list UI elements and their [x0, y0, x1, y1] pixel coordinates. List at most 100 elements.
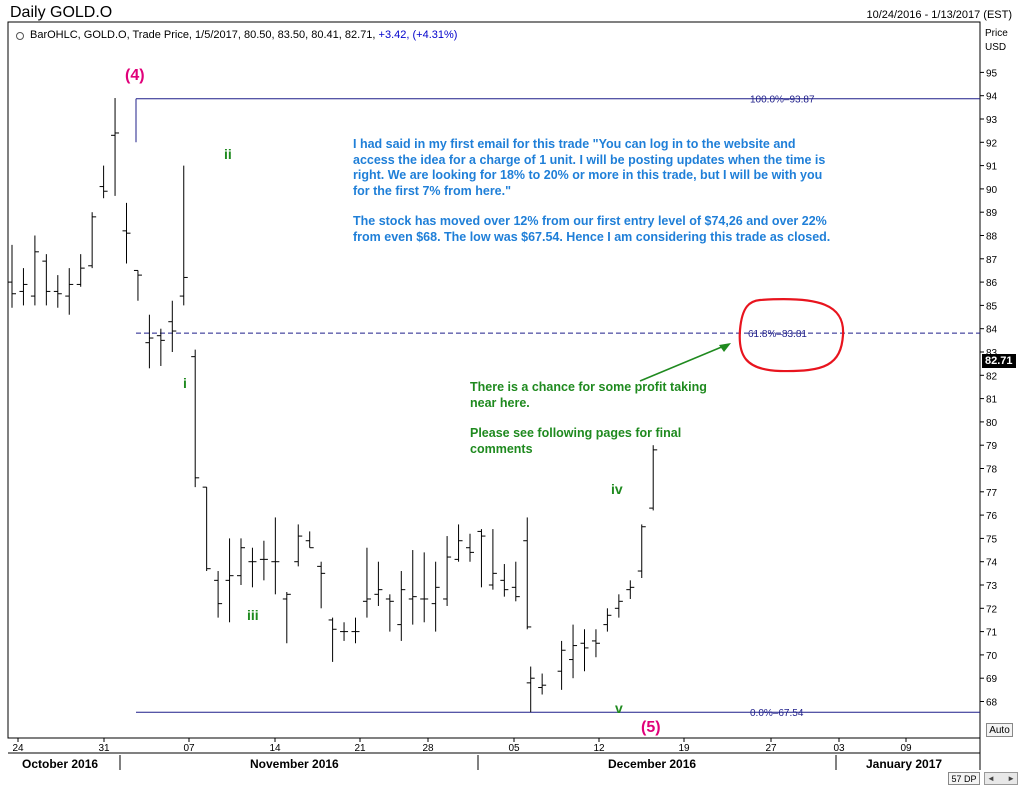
- ohlc-bar[interactable]: [397, 571, 406, 641]
- x-tick-label: 14: [269, 743, 281, 754]
- ohlc-bar[interactable]: [626, 580, 635, 599]
- ohlc-bar[interactable]: [76, 254, 85, 287]
- price-axis-label: Price: [985, 28, 1008, 39]
- ohlc-bar[interactable]: [191, 349, 200, 488]
- ohlc-bar[interactable]: [362, 547, 371, 618]
- ohlc-bar[interactable]: [526, 666, 535, 713]
- ohlc-bar[interactable]: [649, 445, 658, 511]
- legend-text: BarOHLC, GOLD.O, Trade Price, 1/5/2017, …: [30, 29, 376, 41]
- ohlc-bar[interactable]: [385, 594, 394, 632]
- ohlc-bar[interactable]: [202, 486, 211, 572]
- legend-change: +3.42, (+4.31%): [378, 29, 458, 41]
- legend-circle-icon[interactable]: [16, 32, 24, 40]
- ohlc-bar[interactable]: [637, 524, 646, 579]
- ohlc-bar[interactable]: [294, 524, 303, 567]
- ohlc-bar[interactable]: [156, 328, 165, 366]
- ohlc-bar[interactable]: [614, 594, 623, 618]
- ohlc-bar[interactable]: [420, 552, 429, 623]
- ohlc-bar[interactable]: [374, 561, 383, 606]
- date-range: 10/24/2016 - 1/13/2017 (EST): [866, 9, 1012, 21]
- x-tick-label: 07: [183, 743, 195, 754]
- x-tick-label: 12: [593, 743, 605, 754]
- y-tick-label: 74: [986, 558, 998, 569]
- y-tick-label: 72: [986, 604, 998, 615]
- ohlc-bar[interactable]: [580, 629, 589, 672]
- ohlc-bar[interactable]: [603, 608, 612, 632]
- wave-label-iv: iv: [611, 481, 623, 497]
- ohlc-bar[interactable]: [523, 517, 532, 630]
- ohlc-bar[interactable]: [214, 571, 223, 618]
- auto-scale-button[interactable]: Auto: [986, 723, 1013, 737]
- ohlc-bar[interactable]: [569, 624, 578, 679]
- y-tick-label: 78: [986, 465, 998, 476]
- y-tick-label: 94: [986, 92, 998, 103]
- wave-label-i: i: [183, 375, 187, 391]
- x-tick-label: 05: [508, 743, 520, 754]
- blue-annotation-paragraph-2: The stock has moved over 12% from our fi…: [353, 214, 831, 244]
- ohlc-bar[interactable]: [99, 165, 108, 199]
- green-annotation-paragraph-2: Please see following pages for final com…: [470, 426, 682, 456]
- ohlc-bar[interactable]: [19, 268, 28, 306]
- data-points-button[interactable]: 57 DP: [948, 772, 980, 785]
- ohlc-bar[interactable]: [511, 561, 520, 602]
- horizontal-scrollbar[interactable]: ◄ ►: [984, 772, 1018, 785]
- ohlc-bar[interactable]: [111, 98, 120, 196]
- ohlc-bar[interactable]: [122, 202, 131, 264]
- ohlc-bar[interactable]: [225, 538, 234, 623]
- ohlc-bar[interactable]: [591, 629, 600, 658]
- ohlc-bar[interactable]: [65, 268, 74, 315]
- ohlc-bar[interactable]: [538, 673, 547, 695]
- scroll-left-icon[interactable]: ◄: [987, 774, 995, 783]
- ohlc-bar[interactable]: [454, 524, 463, 562]
- ohlc-bar[interactable]: [351, 617, 360, 644]
- wave-label-v: v: [615, 700, 623, 716]
- scroll-right-icon[interactable]: ►: [1007, 774, 1015, 783]
- ohlc-bar[interactable]: [477, 529, 486, 588]
- wave-label-ii: ii: [224, 146, 232, 162]
- ohlc-bar[interactable]: [488, 529, 497, 590]
- y-tick-label: 83: [986, 348, 998, 359]
- series-legend: BarOHLC, GOLD.O, Trade Price, 1/5/2017, …: [30, 29, 457, 41]
- ohlc-bar[interactable]: [317, 561, 326, 609]
- y-tick-label: 68: [986, 698, 998, 709]
- y-tick-label: 73: [986, 581, 998, 592]
- ohlc-bar[interactable]: [168, 300, 177, 352]
- ohlc-bar[interactable]: [328, 617, 337, 662]
- ohlc-bar[interactable]: [179, 165, 188, 306]
- ohlc-bar[interactable]: [271, 517, 280, 595]
- x-tick-label: 09: [900, 743, 912, 754]
- ohlc-bar[interactable]: [53, 275, 62, 308]
- ohlc-bar[interactable]: [443, 536, 452, 606]
- ohlc-bar[interactable]: [431, 561, 440, 632]
- wave-label-4: (4): [125, 67, 145, 84]
- y-tick-label: 90: [986, 185, 998, 196]
- wave-label-5: (5): [641, 719, 661, 736]
- ohlc-bar[interactable]: [30, 235, 39, 306]
- y-tick-label: 88: [986, 232, 998, 243]
- ohlc-bar[interactable]: [237, 538, 245, 585]
- ohlc-bar[interactable]: [557, 640, 566, 690]
- ohlc-bar[interactable]: [42, 254, 51, 306]
- annotation-arrowhead: [719, 343, 731, 352]
- x-tick-label: 28: [422, 743, 434, 754]
- ohlc-bar[interactable]: [305, 531, 314, 549]
- ohlc-bar[interactable]: [133, 269, 142, 301]
- chart-title: Daily GOLD.O: [10, 4, 113, 21]
- y-tick-label: 69: [986, 674, 998, 685]
- ohlc-bar[interactable]: [88, 212, 97, 269]
- last-price-tag: 82.71: [982, 354, 1016, 368]
- ohlc-bar[interactable]: [466, 533, 474, 562]
- ohlc-bar[interactable]: [248, 547, 257, 588]
- ohlc-bar[interactable]: [259, 540, 268, 581]
- ohlc-bar[interactable]: [500, 564, 509, 597]
- month-label: December 2016: [608, 757, 696, 771]
- ohlc-bar[interactable]: [282, 591, 291, 644]
- y-tick-label: 86: [986, 278, 998, 289]
- ohlc-bar[interactable]: [145, 314, 154, 369]
- ohlc-bar[interactable]: [408, 550, 417, 625]
- ohlc-bar[interactable]: [8, 244, 16, 308]
- wave-label-iii: iii: [247, 607, 259, 623]
- ohlc-bar[interactable]: [340, 622, 349, 641]
